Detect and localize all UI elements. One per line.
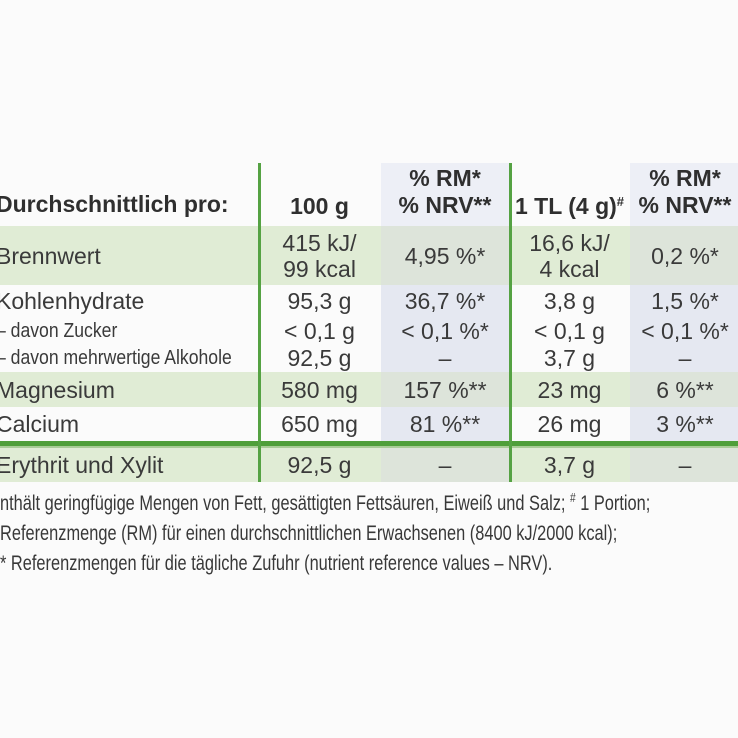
nutrition-table: Durchschnittlich pro: 100 g % RM* % NRV*… [0,163,738,482]
value-rm-2: 6 %** [630,372,738,407]
row-label: Brennwert [0,242,101,269]
header-rm-nrv-1: % RM* % NRV** [381,163,509,226]
header-100g: 100 g [290,193,349,219]
value-100g: 650 mg [281,411,358,437]
value-portion: 3,7 g [543,345,596,371]
value-rm-2: 1,5 %* [630,285,738,317]
header-portion-text: 1 TL (4 g) [514,193,617,219]
column-divider-line-2 [509,163,512,482]
value-rm-1: – [381,448,509,482]
value-100g: 92,5 g [287,345,352,371]
table-row: Kohlenhydrate 95,3 g 36,7 %* 3,8 g 1,5 %… [0,285,738,317]
value-portion: 3,8 g [543,288,596,314]
table-row: Erythrit und Xylit 92,5 g – 3,7 g – [0,448,738,482]
value-100g: 580 mg [281,376,358,403]
row-label: Kohlenhydrate [0,288,145,314]
value-portion: 26 mg [537,411,602,437]
value-rm-1: – [381,344,509,372]
value-rm-1: 4,95 %* [381,226,509,285]
value-rm-1: 36,7 %* [381,285,509,317]
hash-superscript: # [616,194,625,209]
thick-separator-line [0,441,738,448]
value-100g: 95,3 g [287,288,352,314]
footnotes: nthält geringfügige Mengen von Fett, ges… [0,489,738,579]
row-label: Erythrit und Xylit [0,452,164,478]
value-100g: 92,5 g [287,452,352,478]
row-label: Magnesium [0,376,115,403]
value-rm-2: < 0,1 %* [630,317,738,344]
table-row: – davon Zucker < 0,1 g < 0,1 %* < 0,1 g … [0,317,738,344]
value-rm-2: 0,2 %* [630,226,738,285]
table-row: Calcium 650 mg 81 %** 26 mg 3 %** [0,407,738,441]
value-rm-1: < 0,1 %* [381,317,509,344]
table-header-row: Durchschnittlich pro: 100 g % RM* % NRV*… [0,163,738,226]
header-portion: 1 TL (4 g)# [509,163,630,226]
header-rm-nrv-2: % RM* % NRV** [630,163,738,226]
footnote-line-1: nthält geringfügige Mengen von Fett, ges… [0,490,651,515]
footnote-line-2: Referenzmenge (RM) für einen durchschnit… [0,522,618,545]
value-portion: < 0,1 g [534,317,605,344]
value-rm-2: – [630,344,738,372]
hash-superscript: # [569,490,576,505]
column-divider-line-1 [258,163,261,482]
value-100g: < 0,1 g [284,317,355,344]
row-label: – davon mehrwertige Alkohole [0,347,232,369]
value-portion: 23 mg [537,376,602,403]
table-row: Brennwert 415 kJ/ 99 kcal 4,95 %* 16,6 k… [0,226,738,285]
row-label: Calcium [0,411,80,437]
value-rm-1: 81 %** [381,407,509,441]
table-row: Magnesium 580 mg 157 %** 23 mg 6 %** [0,372,738,407]
header-average-per: Durchschnittlich pro: [0,191,229,217]
value-portion: 16,6 kJ/ 4 kcal [529,229,610,282]
value-rm-2: – [630,448,738,482]
value-portion: 3,7 g [543,452,596,478]
value-100g: 415 kJ/ 99 kcal [282,229,357,282]
value-rm-1: 157 %** [381,372,509,407]
value-rm-2: 3 %** [630,407,738,441]
footnote-line-3: * Referenzmengen für die tägliche Zufuhr… [0,552,553,575]
table-row: – davon mehrwertige Alkohole 92,5 g – 3,… [0,344,738,372]
row-label: – davon Zucker [0,319,118,342]
